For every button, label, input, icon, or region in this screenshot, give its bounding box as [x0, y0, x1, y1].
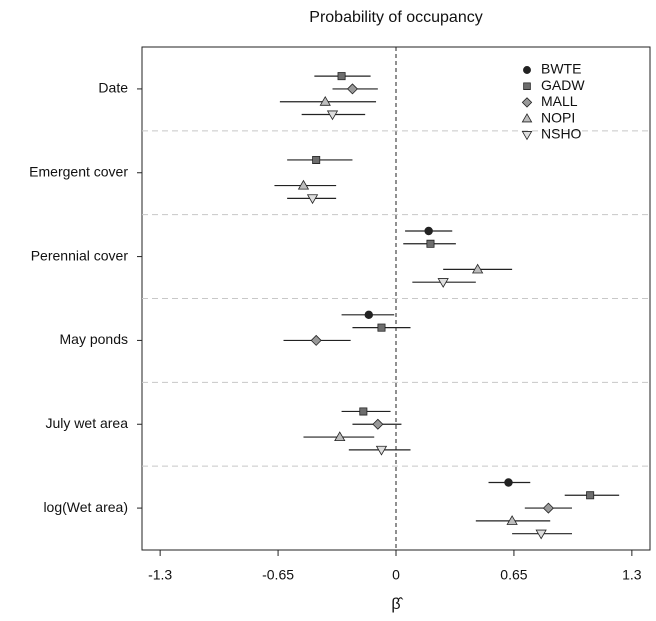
category-label: log(Wet area) — [43, 499, 128, 515]
legend-label: NSHO — [541, 126, 582, 142]
category-label: Emergent cover — [29, 163, 128, 179]
category-label: May ponds — [60, 331, 128, 347]
point — [471, 263, 484, 274]
point — [326, 110, 339, 121]
category-label: Date — [98, 80, 128, 96]
legend-label: NOPI — [541, 109, 575, 125]
legend-symbol — [523, 66, 531, 74]
point — [506, 515, 518, 525]
point — [586, 491, 595, 500]
point — [310, 334, 322, 346]
category-label: July wet area — [46, 415, 129, 431]
point — [346, 83, 358, 95]
legend-symbol — [523, 82, 531, 90]
point — [319, 95, 331, 106]
point — [542, 502, 554, 514]
point — [334, 431, 346, 442]
point — [504, 478, 513, 487]
point — [337, 72, 346, 81]
legend-symbol — [521, 113, 533, 123]
legend-label: BWTE — [541, 61, 581, 77]
category-label: Perennial cover — [31, 247, 129, 263]
point — [424, 226, 433, 236]
legend-label: MALL — [541, 93, 578, 109]
point — [312, 155, 321, 164]
legend-symbol — [521, 97, 533, 108]
x-axis-label: β̂ — [391, 596, 403, 613]
point — [426, 239, 435, 248]
point — [364, 310, 374, 320]
point — [306, 194, 319, 205]
point — [359, 407, 368, 416]
point — [297, 179, 310, 190]
x-tick-label: -1.3 — [148, 567, 172, 583]
point — [437, 278, 449, 288]
chart-title: Probability of occupancy — [309, 9, 482, 26]
legend-label: GADW — [541, 77, 585, 93]
x-tick-label: 0.65 — [500, 567, 527, 583]
legend-symbol — [521, 131, 533, 141]
x-tick-label: -0.65 — [262, 567, 294, 583]
point — [375, 445, 388, 456]
x-tick-label: 1.3 — [622, 567, 642, 583]
point — [535, 529, 547, 540]
point — [372, 418, 384, 430]
point — [377, 323, 386, 332]
x-tick-label: 0 — [392, 567, 400, 583]
